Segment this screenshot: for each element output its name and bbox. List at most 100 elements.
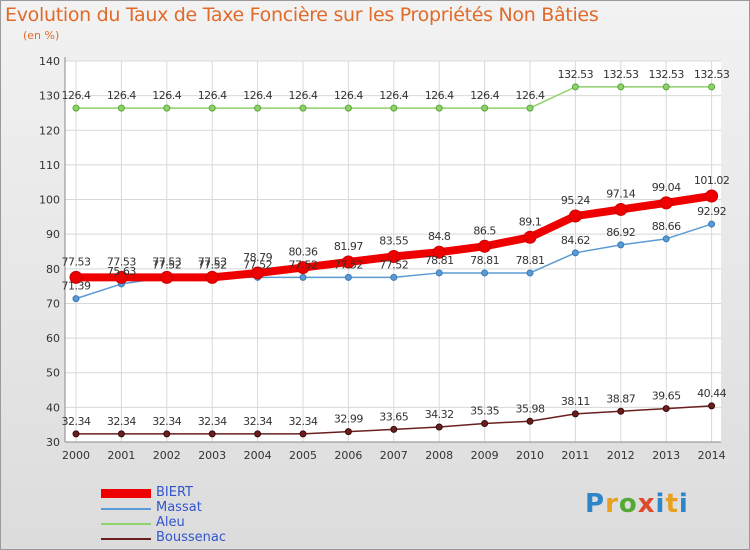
data-label-biert: 86.5 bbox=[473, 224, 496, 237]
y-tick-label: 40 bbox=[46, 401, 60, 414]
data-point-massat bbox=[344, 273, 352, 281]
data-label-biert: 77.53 bbox=[152, 255, 181, 268]
data-point-massat bbox=[435, 269, 443, 277]
data-point-biert bbox=[705, 189, 719, 203]
data-point-aleu bbox=[344, 104, 352, 112]
y-tick-label: 80 bbox=[46, 263, 60, 276]
data-point-aleu bbox=[526, 104, 534, 112]
data-label-massat: 77.52 bbox=[379, 258, 408, 271]
legend-swatch bbox=[101, 489, 151, 498]
legend-item-massat: Massat bbox=[101, 500, 301, 516]
data-label-aleu: 126.4 bbox=[198, 89, 227, 102]
legend-item-biert: BIERT bbox=[101, 485, 301, 501]
legend-swatch bbox=[101, 523, 151, 525]
data-point-biert bbox=[160, 270, 174, 284]
x-tick-label: 2003 bbox=[198, 449, 226, 462]
chart-title: Evolution du Taux de Taxe Foncière sur l… bbox=[5, 4, 599, 26]
legend-item-boussenac: Boussenac bbox=[101, 530, 301, 546]
data-point-boussenac bbox=[481, 419, 489, 427]
legend-label: Boussenac bbox=[156, 530, 227, 545]
data-point-boussenac bbox=[72, 430, 80, 438]
x-tick-label: 2002 bbox=[153, 449, 181, 462]
x-tick-label: 2007 bbox=[380, 449, 408, 462]
data-label-boussenac: 32.34 bbox=[107, 415, 136, 428]
x-tick-label: 2012 bbox=[607, 449, 635, 462]
data-label-boussenac: 32.34 bbox=[243, 415, 272, 428]
data-point-aleu bbox=[708, 83, 716, 91]
data-label-biert: 99.04 bbox=[652, 181, 681, 194]
data-label-massat: 75.63 bbox=[107, 265, 136, 278]
legend-label: Massat bbox=[156, 500, 202, 515]
data-label-boussenac: 35.35 bbox=[470, 404, 499, 417]
data-point-massat bbox=[390, 273, 398, 281]
y-tick-label: 90 bbox=[46, 228, 60, 241]
y-tick-label: 110 bbox=[39, 159, 60, 172]
x-tick-label: 2013 bbox=[652, 449, 680, 462]
data-point-aleu bbox=[435, 104, 443, 112]
data-label-aleu: 126.4 bbox=[334, 89, 363, 102]
data-point-massat bbox=[571, 249, 579, 257]
data-point-massat bbox=[526, 269, 534, 277]
data-point-boussenac bbox=[390, 425, 398, 433]
data-point-aleu bbox=[208, 104, 216, 112]
data-label-biert: 77.53 bbox=[62, 255, 91, 268]
x-tick-label: 2006 bbox=[334, 449, 362, 462]
data-point-boussenac bbox=[208, 430, 216, 438]
data-label-biert: 83.55 bbox=[379, 235, 408, 248]
data-point-biert bbox=[205, 270, 219, 284]
data-label-boussenac: 38.11 bbox=[561, 395, 590, 408]
data-point-boussenac bbox=[344, 428, 352, 436]
data-point-boussenac bbox=[299, 430, 307, 438]
data-point-boussenac bbox=[617, 407, 625, 415]
legend-label: Aleu bbox=[156, 515, 185, 530]
data-point-boussenac bbox=[526, 417, 534, 425]
legend-label: BIERT bbox=[156, 485, 193, 500]
legend-swatch bbox=[101, 508, 151, 510]
data-point-aleu bbox=[72, 104, 80, 112]
x-tick-label: 2001 bbox=[107, 449, 135, 462]
data-point-biert bbox=[432, 245, 446, 259]
data-label-boussenac: 33.65 bbox=[379, 410, 408, 423]
data-label-aleu: 126.4 bbox=[470, 89, 499, 102]
data-point-massat bbox=[481, 269, 489, 277]
data-label-aleu: 126.4 bbox=[379, 89, 408, 102]
x-tick-label: 2014 bbox=[698, 449, 726, 462]
data-label-biert: 77.53 bbox=[198, 255, 227, 268]
data-label-massat: 92.92 bbox=[697, 205, 726, 218]
y-tick-label: 60 bbox=[46, 332, 60, 345]
data-point-biert bbox=[614, 202, 628, 216]
data-label-massat: 86.92 bbox=[606, 226, 635, 239]
data-point-aleu bbox=[571, 83, 579, 91]
x-tick-label: 2009 bbox=[471, 449, 499, 462]
data-label-massat: 78.81 bbox=[425, 254, 454, 267]
y-tick-label: 130 bbox=[39, 90, 60, 103]
data-label-biert: 78.79 bbox=[243, 251, 272, 264]
data-label-biert: 84.8 bbox=[428, 230, 451, 243]
data-label-biert: 77.53 bbox=[107, 255, 136, 268]
legend-item-aleu: Aleu bbox=[101, 515, 301, 531]
legend: BIERT Massat Aleu Boussenac bbox=[101, 485, 301, 546]
data-point-biert bbox=[478, 239, 492, 253]
data-label-aleu: 126.4 bbox=[62, 89, 91, 102]
data-point-aleu bbox=[117, 104, 125, 112]
data-label-biert: 95.24 bbox=[561, 194, 590, 207]
data-label-massat: 77.52 bbox=[334, 258, 363, 271]
data-label-biert: 89.1 bbox=[519, 215, 542, 228]
data-label-boussenac: 34.32 bbox=[425, 408, 454, 421]
data-label-massat: 88.66 bbox=[652, 220, 681, 233]
data-label-massat: 78.81 bbox=[516, 254, 545, 267]
data-point-biert bbox=[69, 270, 83, 284]
data-label-massat: 77.52 bbox=[198, 258, 227, 271]
data-label-boussenac: 40.44 bbox=[697, 387, 726, 400]
data-point-biert bbox=[523, 230, 537, 244]
data-label-biert: 81.97 bbox=[334, 240, 363, 253]
data-point-biert bbox=[341, 255, 355, 269]
data-point-biert bbox=[296, 261, 310, 275]
data-label-aleu: 126.4 bbox=[516, 89, 545, 102]
data-point-boussenac bbox=[435, 423, 443, 431]
data-label-aleu: 132.53 bbox=[694, 68, 730, 81]
data-label-boussenac: 32.34 bbox=[62, 415, 91, 428]
data-point-biert bbox=[568, 209, 582, 223]
